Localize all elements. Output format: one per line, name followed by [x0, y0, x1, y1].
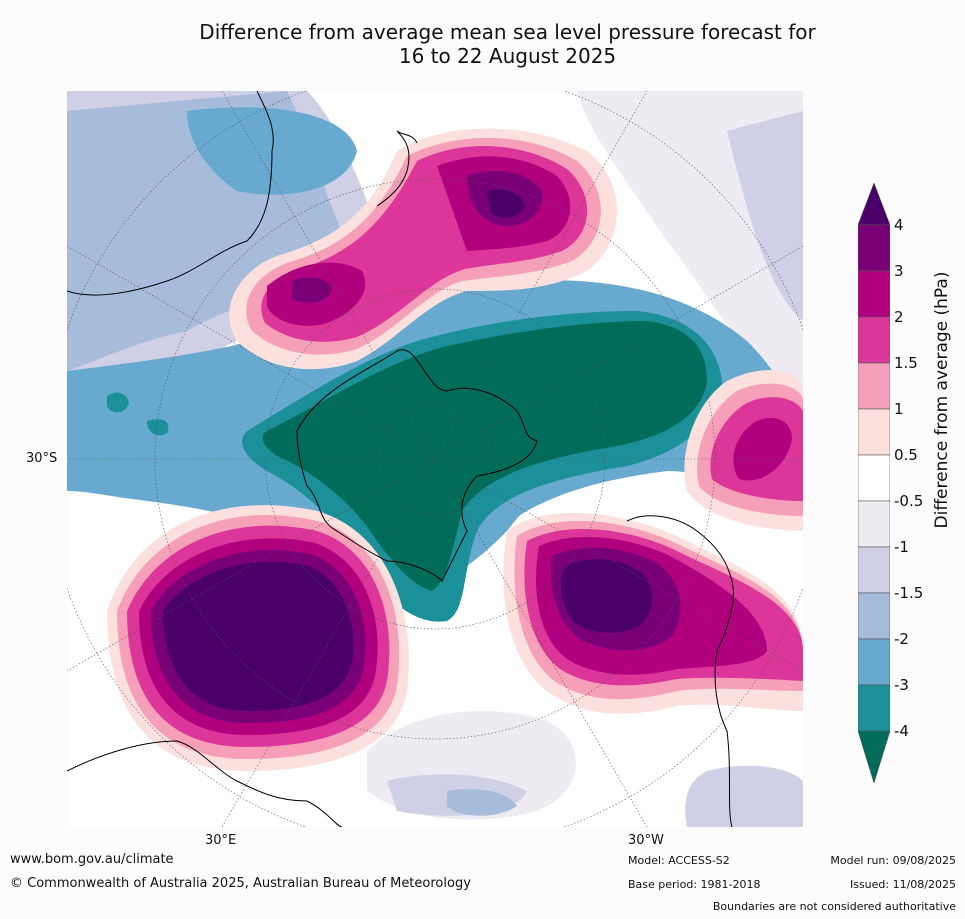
colorbar-tick-label: -3 [894, 676, 909, 694]
high-pressure-blob-east [684, 370, 803, 531]
pressure-anomaly-map [67, 91, 803, 827]
longitude-label-30w: 30°W [628, 833, 664, 848]
south-america-coastline [626, 515, 734, 827]
colorbar-tick-label: -2 [894, 630, 909, 648]
antarctica-coastline [296, 349, 538, 582]
colorbar-tick-label: 4 [894, 216, 904, 234]
colorbar-tick-label: 3 [894, 262, 904, 280]
high-pressure-blob-southwest [107, 505, 409, 771]
colorbar-segment [858, 638, 890, 686]
colorbar-segment [858, 592, 890, 640]
colorbar-title: Difference from average (hPa) [932, 271, 952, 529]
australia-coastline [67, 91, 274, 296]
colorbar-segment [858, 500, 890, 548]
colorbar [858, 183, 890, 783]
footer-issued: Issued: 11/08/2025 [849, 878, 956, 891]
longitude-label-30e: 30°E [205, 833, 237, 848]
weak-anomaly-regions-south [367, 711, 803, 827]
chart-title: Difference from average mean sea level p… [110, 20, 905, 68]
colorbar-segment [858, 454, 890, 502]
colorbar-tick-label: 2 [894, 308, 904, 326]
colorbar-segment [858, 362, 890, 410]
footer-disclaimer: Boundaries are not considered authoritat… [712, 900, 956, 913]
colorbar-segment [858, 546, 890, 594]
footer-base-period: Base period: 1981-2018 [628, 878, 761, 891]
graticule-lines [67, 91, 803, 827]
colorbar-segment [858, 316, 890, 364]
footer-model-run: Model run: 09/08/2025 [830, 854, 956, 867]
africa-coastline [67, 740, 343, 827]
footer-website[interactable]: www.bom.gov.au/climate [10, 852, 174, 867]
title-line-2: 16 to 22 August 2025 [398, 44, 617, 68]
footer-model: Model: ACCESS-S2 [628, 854, 730, 867]
colorbar-tick-label: -4 [894, 722, 909, 740]
colorbar-segment [858, 684, 890, 732]
colorbar-segment [858, 270, 890, 318]
colorbar-tick-label: 1 [894, 400, 904, 418]
colorbar-tick-label: -1 [894, 538, 909, 556]
colorbar-extension-top [858, 183, 890, 226]
coastlines [67, 91, 734, 827]
colorbar-extension-bottom [858, 730, 890, 783]
high-pressure-blob-north [229, 128, 617, 370]
colorbar-tick-label: 1.5 [894, 354, 918, 372]
colorbar-segment [858, 224, 890, 272]
colorbar-tick-label: -0.5 [894, 492, 924, 510]
colorbar-tick-label: 0.5 [894, 446, 918, 464]
colorbar-tick-label: -1.5 [894, 584, 924, 602]
high-pressure-blob-southeast [503, 512, 803, 714]
latitude-label-30s: 30°S [26, 451, 58, 466]
footer-copyright: © Commonwealth of Australia 2025, Austra… [10, 876, 471, 891]
colorbar-segment [858, 408, 890, 456]
new-zealand-coastline [376, 130, 418, 207]
title-line-1: Difference from average mean sea level p… [199, 20, 816, 44]
